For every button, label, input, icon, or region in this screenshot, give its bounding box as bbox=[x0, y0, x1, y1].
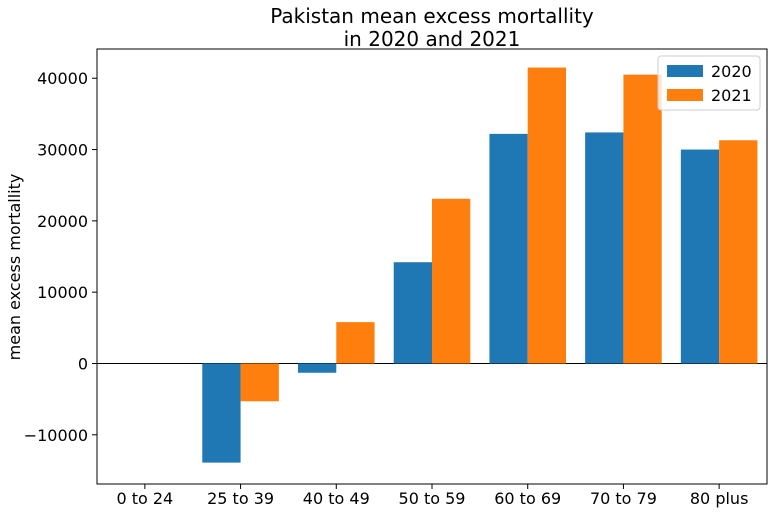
y-tick-label: 30000 bbox=[37, 141, 88, 160]
x-tick-label: 80 plus bbox=[690, 489, 749, 508]
bar-2021-2 bbox=[336, 322, 375, 364]
bar-2020-3 bbox=[393, 262, 432, 364]
bar-2021-3 bbox=[432, 198, 471, 364]
y-axis-label: mean excess mortallity bbox=[5, 174, 24, 361]
legend-label-2021: 2021 bbox=[711, 86, 752, 105]
legend-label-2020: 2020 bbox=[711, 62, 752, 81]
x-tick-label: 25 to 39 bbox=[207, 489, 274, 508]
legend-swatch-2021 bbox=[667, 89, 703, 101]
chart-title-line-1: Pakistan mean excess mortallity bbox=[270, 4, 594, 28]
bar-2020-5 bbox=[585, 132, 624, 364]
y-tick-label: −10000 bbox=[24, 426, 88, 445]
x-tick-label: 60 to 69 bbox=[494, 489, 561, 508]
y-tick-label: 10000 bbox=[37, 283, 88, 302]
x-tick-label: 70 to 79 bbox=[590, 489, 657, 508]
bar-2021-1 bbox=[240, 363, 279, 402]
chart-title-line-2: in 2020 and 2021 bbox=[344, 27, 521, 51]
x-tick-label: 0 to 24 bbox=[116, 489, 173, 508]
y-tick-label: 40000 bbox=[37, 69, 88, 88]
y-tick-label: 20000 bbox=[37, 212, 88, 231]
bar-2020-2 bbox=[298, 363, 337, 373]
bar-2020-1 bbox=[202, 363, 241, 463]
bar-2020-6 bbox=[680, 149, 720, 364]
bar-2021-4 bbox=[527, 67, 566, 364]
bar-2021-6 bbox=[719, 140, 758, 364]
plot-area: −10000 0 10000 20000 30000 40000 0 to 24 25 to … bbox=[24, 48, 768, 508]
legend-swatch-2020 bbox=[667, 65, 703, 77]
x-tick-label: 40 to 49 bbox=[303, 489, 370, 508]
bar-2020-4 bbox=[489, 133, 528, 364]
bar-2021-5 bbox=[623, 74, 662, 364]
y-tick-label: 0 bbox=[78, 354, 88, 373]
x-tick-label: 50 to 59 bbox=[399, 489, 466, 508]
